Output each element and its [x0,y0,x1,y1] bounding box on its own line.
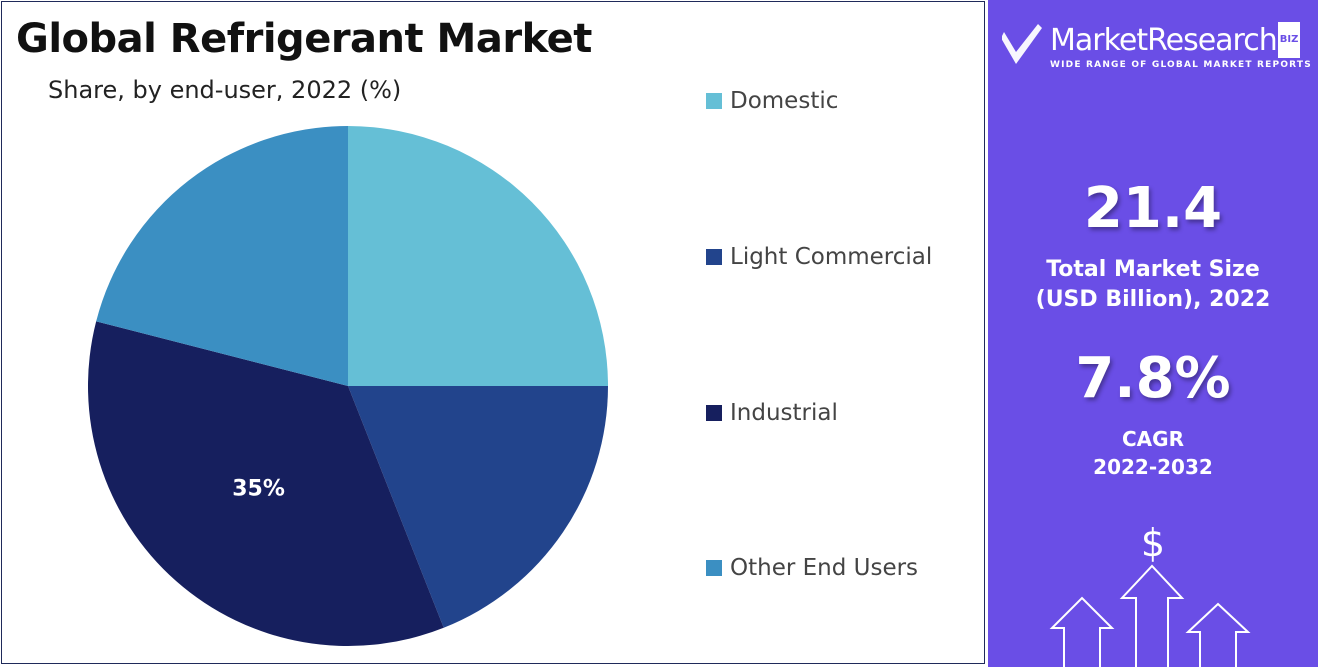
legend-label: Industrial [730,400,838,426]
pie-slice-other-end-users [96,126,348,386]
dollar-icon: $ [1141,521,1165,565]
legend-item-industrial: Industrial [706,400,838,426]
legend-item-other-end-users: Other End Users [706,555,918,581]
market-size-label-line2: (USD Billion), 2022 [1035,287,1271,312]
chart-frame: Global Refrigerant Market Share, by end-… [1,1,985,664]
cagr-years: 2022-2032 [1093,455,1213,479]
legend-label: Other End Users [730,555,919,581]
legend-item-light-commercial: Light Commercial [706,244,932,270]
brand-name: MarketResearch [1050,23,1278,58]
data-label-industrial: 35% [232,476,285,501]
pie-chart: 35% [87,126,608,646]
cagr-label: CAGR [1122,427,1184,451]
legend-swatch [706,249,722,265]
chart-title: Global Refrigerant Market [16,16,592,62]
cagr-value: 7.8% [1075,346,1231,411]
legend-label: Domestic [730,88,839,114]
market-size-label-line1: Total Market Size [1046,257,1260,282]
market-size-value: 21.4 [1083,176,1223,241]
brand-biz-badge: BIZ [1277,22,1301,58]
legend-item-domestic: Domestic [706,88,838,114]
legend-swatch [706,560,722,576]
brand-tagline: WIDE RANGE OF GLOBAL MARKET REPORTS [1050,60,1312,70]
growth-arrows-icon: $ [1049,521,1251,667]
stats-panel: MarketResearch BIZ WIDE RANGE OF GLOBAL M… [988,0,1318,667]
brand-logo: MarketResearch BIZ WIDE RANGE OF GLOBAL M… [1002,22,1312,70]
chart-subtitle: Share, by end-user, 2022 (%) [48,76,402,104]
pie-slice-industrial [87,321,444,646]
pie-slice-light-commercial [348,386,608,628]
brand-check-icon [1002,24,1042,64]
legend-swatch [706,405,722,421]
pie-slice-domestic [348,126,608,386]
legend-swatch [706,93,722,109]
legend-label: Light Commercial [730,244,933,270]
